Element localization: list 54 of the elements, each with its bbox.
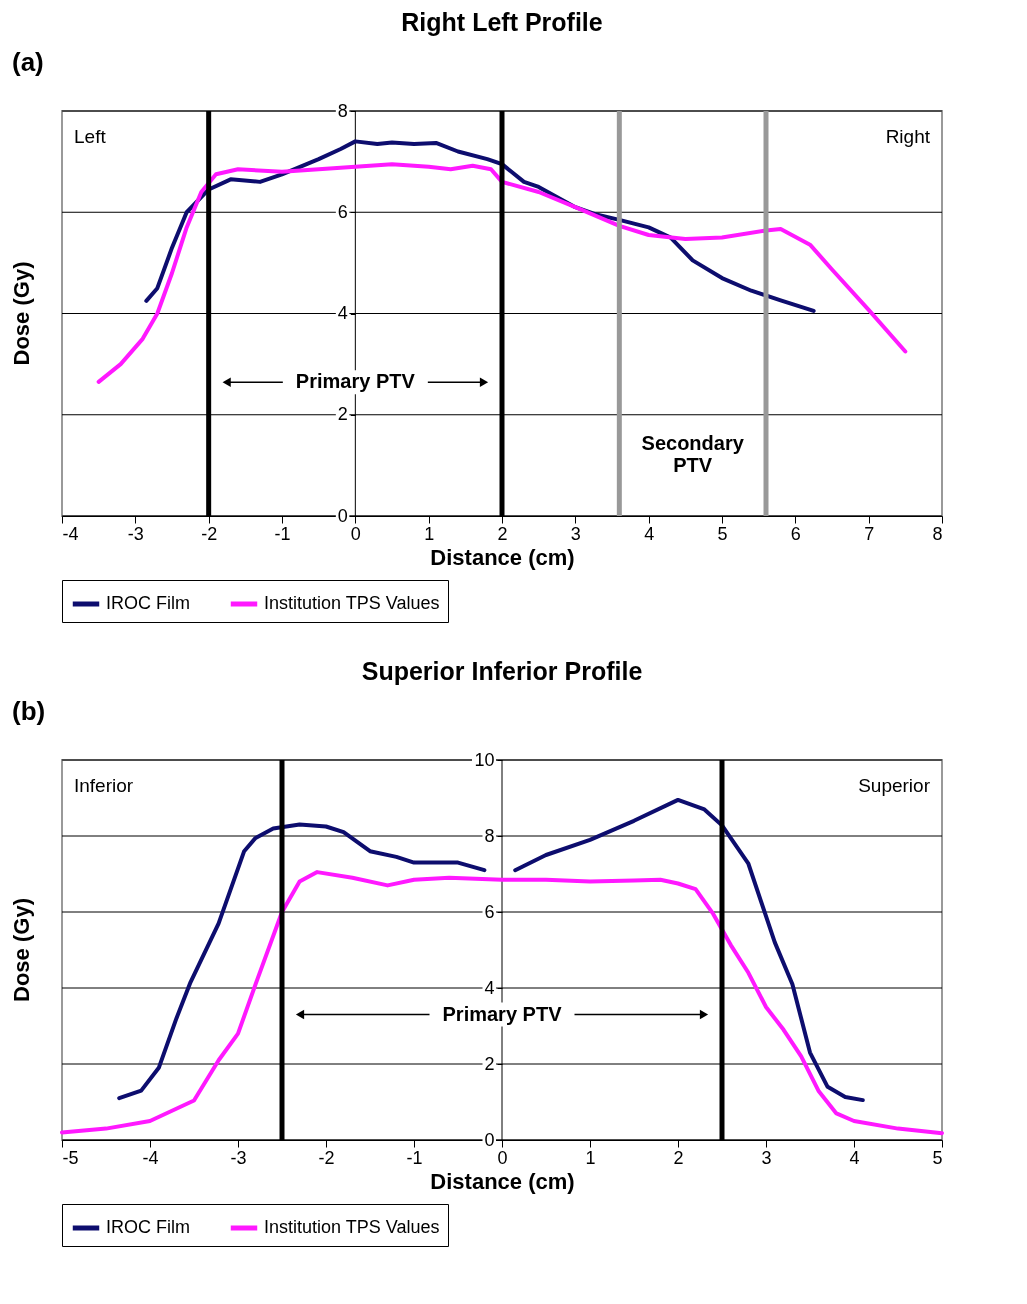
annotation: Primary PTV bbox=[295, 370, 416, 393]
x-tick-label: 3 bbox=[570, 523, 581, 544]
x-axis-title: Distance (cm) bbox=[430, 1168, 575, 1194]
y-tick-label: 8 bbox=[484, 825, 495, 846]
x-axis-title: Distance (cm) bbox=[430, 544, 575, 570]
y-axis-title: Dose (Gy) bbox=[9, 261, 34, 366]
x-tick-label: 5 bbox=[932, 1147, 943, 1168]
x-tick-label: 1 bbox=[585, 1147, 596, 1168]
x-tick-label: 6 bbox=[790, 523, 801, 544]
y-tick-label: 2 bbox=[484, 1053, 495, 1074]
x-tick-label: 0 bbox=[497, 1147, 508, 1168]
x-tick-label: 7 bbox=[864, 523, 875, 544]
legend-label: IROC Film bbox=[106, 1217, 190, 1237]
y-tick-label: 4 bbox=[484, 977, 495, 998]
chart-title: Right Left Profile bbox=[401, 8, 603, 36]
x-tick-label: 0 bbox=[350, 523, 361, 544]
legend-label: IROC Film bbox=[106, 593, 190, 613]
x-tick-label: -2 bbox=[201, 523, 218, 544]
x-tick-label: -4 bbox=[142, 1147, 159, 1168]
x-tick-label: 4 bbox=[644, 523, 655, 544]
x-tick-label: -1 bbox=[406, 1147, 423, 1168]
x-tick-label: -2 bbox=[318, 1147, 335, 1168]
x-tick-label: -3 bbox=[230, 1147, 247, 1168]
y-tick-label: 10 bbox=[474, 749, 495, 770]
y-axis-title: Dose (Gy) bbox=[9, 898, 34, 1002]
x-tick-label: -1 bbox=[274, 523, 291, 544]
x-tick-label: 2 bbox=[497, 523, 508, 544]
annotation: Primary PTV bbox=[442, 1002, 563, 1025]
legend-label: Institution TPS Values bbox=[264, 1217, 440, 1237]
x-tick-label: -5 bbox=[62, 1147, 79, 1168]
annotation: Inferior bbox=[74, 775, 134, 796]
text: (a) bbox=[12, 47, 44, 77]
x-tick-label: 2 bbox=[673, 1147, 684, 1168]
y-tick-label: 0 bbox=[484, 1129, 495, 1150]
annotation: Secondary PTV bbox=[641, 432, 745, 477]
legend-label: Institution TPS Values bbox=[264, 593, 440, 613]
y-tick-label: 8 bbox=[337, 100, 348, 121]
annotation: Left bbox=[74, 126, 107, 147]
y-tick-label: 6 bbox=[337, 201, 348, 222]
x-tick-label: -3 bbox=[127, 523, 144, 544]
text: (b) bbox=[12, 696, 46, 726]
x-tick-label: 8 bbox=[932, 523, 943, 544]
x-tick-label: 3 bbox=[761, 1147, 772, 1168]
x-tick-label: 4 bbox=[849, 1147, 860, 1168]
y-tick-label: 6 bbox=[484, 901, 495, 922]
annotation: Superior bbox=[858, 775, 931, 796]
y-tick-label: 2 bbox=[337, 404, 348, 425]
x-tick-label: -4 bbox=[62, 523, 79, 544]
x-tick-label: 1 bbox=[424, 523, 435, 544]
x-tick-label: 5 bbox=[717, 523, 728, 544]
y-tick-label: 4 bbox=[337, 303, 348, 323]
y-tick-label: 0 bbox=[337, 505, 348, 526]
annotation: Right bbox=[885, 126, 931, 147]
chart-title: Superior Inferior Profile bbox=[361, 657, 643, 685]
